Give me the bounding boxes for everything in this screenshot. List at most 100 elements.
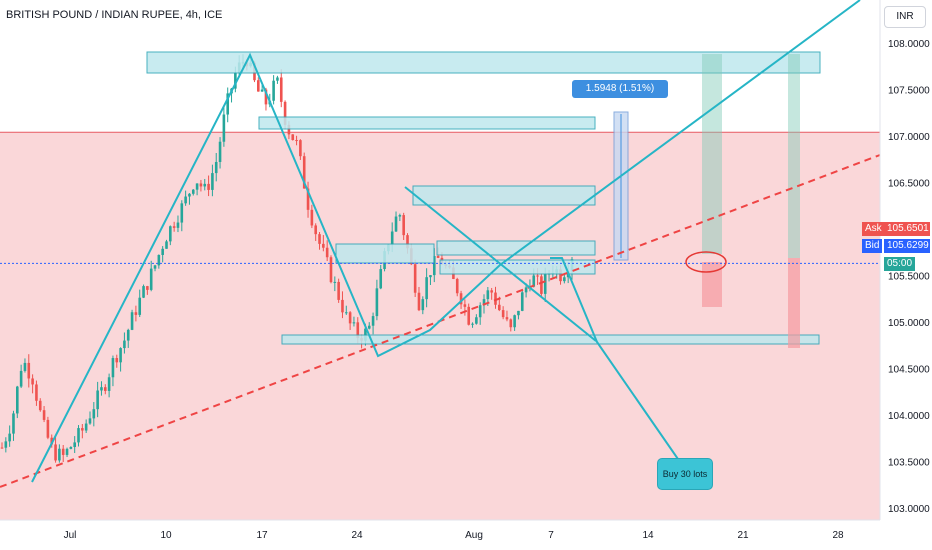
candle-body xyxy=(291,134,295,141)
candle-body xyxy=(73,442,76,448)
candle-body xyxy=(176,222,180,228)
candle-body xyxy=(61,448,65,455)
target-range-bar xyxy=(788,54,800,258)
candle-body xyxy=(88,418,92,424)
candle-body xyxy=(287,124,291,135)
candle-body xyxy=(478,305,482,318)
candle-body xyxy=(180,203,184,223)
candle-body xyxy=(149,268,153,290)
target-range-bar xyxy=(702,54,722,254)
candle-body xyxy=(81,428,84,431)
candle-body xyxy=(130,312,134,330)
candle-body xyxy=(222,114,226,142)
candle-body xyxy=(517,310,520,316)
candle-body xyxy=(295,140,298,142)
candle-body xyxy=(161,248,164,255)
candle-body xyxy=(394,216,398,232)
candle-body xyxy=(54,444,57,461)
candle-body xyxy=(142,286,145,298)
candle-body xyxy=(146,286,149,290)
candle-body xyxy=(65,448,69,455)
time-axis: Jul 10 17 24 Aug 7 14 21 28 xyxy=(0,519,880,541)
candle-body xyxy=(318,234,321,244)
candle-body xyxy=(119,348,122,363)
candle-body xyxy=(379,269,383,289)
ask-value: 105.6501 xyxy=(884,222,930,236)
price-tick-label: 104.0000 xyxy=(888,411,930,422)
candle-body xyxy=(272,80,275,101)
candle-body xyxy=(513,315,516,328)
candle-body xyxy=(467,306,471,325)
candle-body xyxy=(540,276,543,294)
time-tick-label: Jul xyxy=(64,530,77,541)
highlight-circle xyxy=(685,251,727,273)
price-tick-label: 105.5000 xyxy=(888,272,930,283)
candle-body xyxy=(314,225,317,235)
candle-body xyxy=(69,447,73,449)
candle-body xyxy=(31,378,34,385)
candle-body xyxy=(302,156,306,189)
drawings xyxy=(0,0,881,488)
candle-body xyxy=(421,299,425,311)
buy-callout: Buy 30 lots xyxy=(657,458,713,490)
demand-supply-box xyxy=(439,259,596,275)
candle-body xyxy=(42,410,46,420)
candle-body xyxy=(134,312,138,315)
candle-body xyxy=(123,340,126,349)
candle-body xyxy=(184,196,187,204)
candle-body xyxy=(77,428,80,443)
candle-body xyxy=(260,89,264,92)
currency-button[interactable]: INR xyxy=(884,6,926,28)
candle-body xyxy=(356,322,360,339)
candle-body xyxy=(402,215,405,236)
candle-body xyxy=(92,409,96,419)
candle-body xyxy=(0,447,4,449)
candle-body xyxy=(96,390,99,410)
candle-body xyxy=(111,358,115,378)
candle-body xyxy=(398,215,402,217)
candle-body xyxy=(50,437,54,445)
candle-body xyxy=(126,329,130,341)
candle-body xyxy=(218,141,222,162)
time-tick-label: 17 xyxy=(256,530,268,541)
candle-body xyxy=(524,287,528,293)
candle-body xyxy=(390,231,394,245)
candle-body xyxy=(505,317,509,320)
candle-body xyxy=(367,325,371,329)
candle-body xyxy=(23,362,27,371)
candle-body xyxy=(103,387,107,391)
candle-body xyxy=(4,441,8,448)
price-tick-label: 104.5000 xyxy=(888,365,930,376)
candle-body xyxy=(337,281,340,300)
candle-body xyxy=(494,292,497,305)
candle-body xyxy=(463,304,467,307)
candle-body xyxy=(325,247,329,258)
time-tick-label: 24 xyxy=(351,530,363,541)
candle-body xyxy=(16,386,19,414)
candle-body xyxy=(429,275,432,278)
candle-body xyxy=(12,413,15,434)
candle-body xyxy=(153,265,157,269)
price-tick-label: 107.5000 xyxy=(888,86,930,97)
candle-body xyxy=(490,290,493,293)
candle-body xyxy=(211,173,214,190)
candle-body xyxy=(169,226,172,242)
time-tick-label: 10 xyxy=(160,530,172,541)
candle-body xyxy=(475,317,478,324)
candle-body xyxy=(234,72,237,89)
candle-body xyxy=(436,256,440,258)
stop-range-bar xyxy=(702,262,722,307)
candle-body xyxy=(195,183,199,190)
demand-supply-box xyxy=(412,185,596,206)
candle-body xyxy=(348,312,352,324)
demand-supply-box xyxy=(146,51,821,74)
candle-body xyxy=(322,243,325,248)
candle-body xyxy=(199,183,203,187)
candle-body xyxy=(214,161,218,174)
candle-body xyxy=(203,183,207,187)
time-tick-label: 7 xyxy=(548,530,554,541)
candle-body xyxy=(455,278,459,294)
candle-body xyxy=(559,269,562,282)
candle-body xyxy=(333,281,337,283)
